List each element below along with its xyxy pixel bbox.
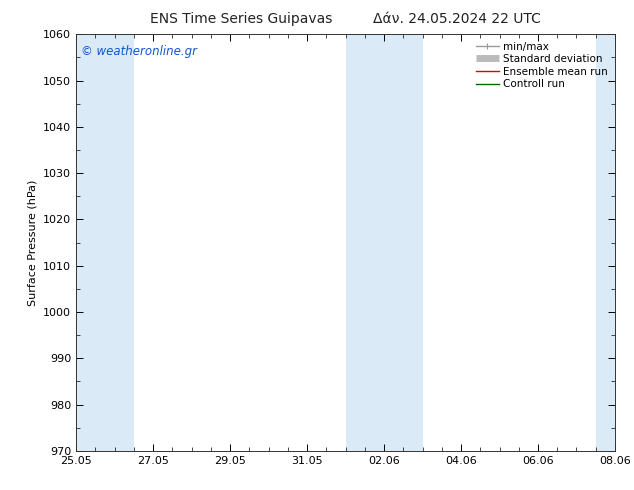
Y-axis label: Surface Pressure (hPa): Surface Pressure (hPa) (27, 179, 37, 306)
Bar (596, 34, 615, 451)
Bar (346, 34, 422, 451)
Bar (76, 34, 134, 451)
Text: ENS Time Series Guipavas: ENS Time Series Guipavas (150, 12, 332, 26)
Text: Δάν. 24.05.2024 22 UTC: Δάν. 24.05.2024 22 UTC (373, 12, 540, 26)
Legend: min/max, Standard deviation, Ensemble mean run, Controll run: min/max, Standard deviation, Ensemble me… (474, 40, 610, 92)
Text: © weatheronline.gr: © weatheronline.gr (81, 45, 197, 58)
